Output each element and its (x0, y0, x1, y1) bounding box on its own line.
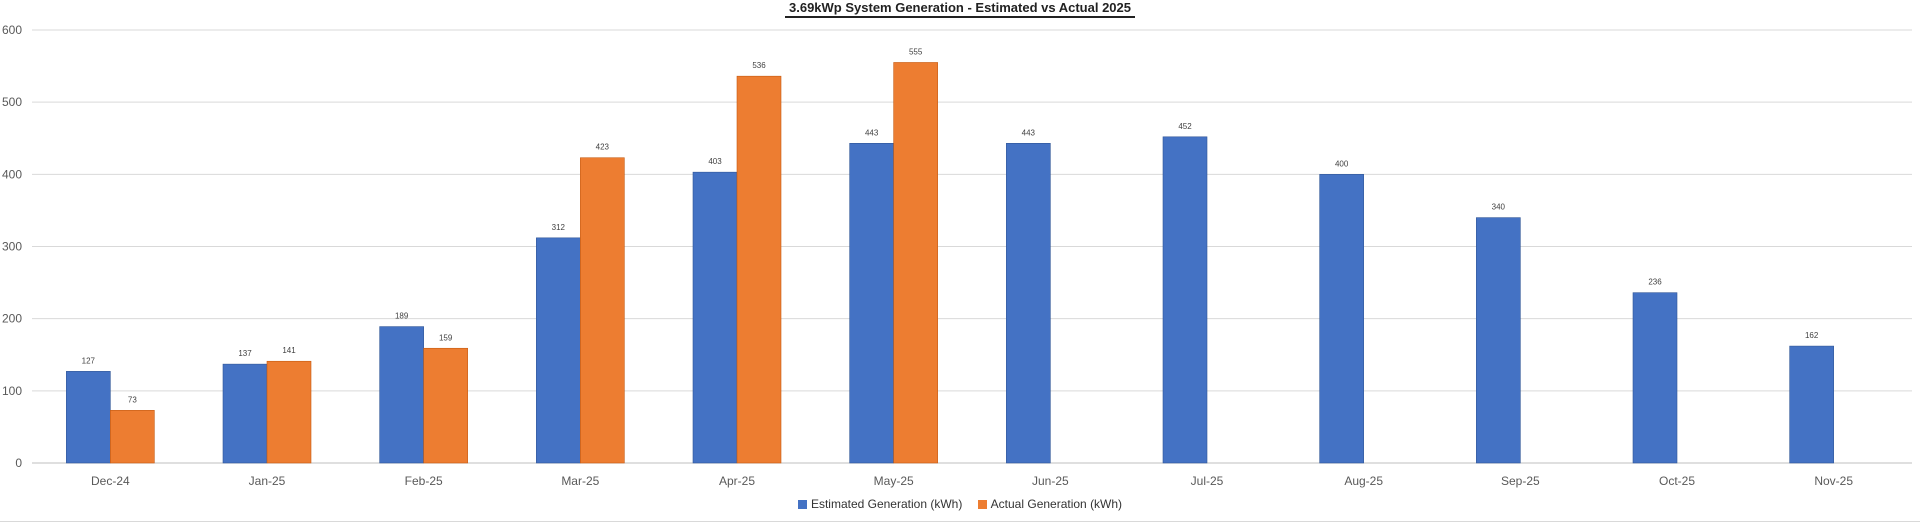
bar-estimated (692, 171, 738, 464)
bottom-rule (0, 521, 1920, 522)
bar-estimated (536, 237, 581, 464)
chart-title-text: 3.69kWp System Generation - Estimated vs… (785, 0, 1135, 18)
data-label-estimated: 403 (708, 157, 722, 166)
bar-actual (110, 410, 155, 464)
data-label-actual: 73 (128, 395, 137, 404)
data-label-estimated: 400 (1335, 159, 1349, 168)
bar-actual (893, 62, 938, 464)
bar-actual (423, 347, 468, 464)
bar-actual (266, 360, 312, 464)
x-tick-label: Nov-25 (1814, 474, 1853, 488)
data-label-estimated: 443 (865, 128, 879, 137)
data-label-estimated: 452 (1178, 122, 1192, 131)
legend-label-estimated: Estimated Generation (kWh) (810, 497, 963, 511)
y-tick-label: 600 (2, 23, 22, 37)
legend-item-estimated: Estimated Generation (kWh) (797, 497, 963, 511)
data-label-estimated: 340 (1492, 203, 1506, 212)
legend-swatch-estimated (797, 500, 807, 509)
y-tick-label: 500 (2, 95, 22, 109)
bar-estimated (1632, 292, 1678, 464)
data-label-estimated: 236 (1648, 278, 1662, 287)
y-tick-label: 300 (2, 240, 22, 254)
legend-swatch-actual (977, 500, 987, 509)
y-tick-label: 200 (2, 312, 22, 326)
bar-estimated (1162, 136, 1208, 464)
data-label-actual: 159 (439, 333, 453, 342)
legend-label-actual: Actual Generation (kWh) (990, 497, 1123, 511)
chart-title: 3.69kWp System Generation - Estimated vs… (0, 0, 1920, 18)
legend: Estimated Generation (kWh) Actual Genera… (0, 497, 1920, 511)
bar-estimated (1006, 143, 1051, 464)
y-tick-label: 100 (2, 384, 22, 398)
x-tick-label: Dec-24 (91, 474, 130, 488)
bar-estimated (222, 363, 268, 464)
data-label-actual: 555 (909, 47, 923, 56)
x-tick-label: Jul-25 (1191, 474, 1224, 488)
bar-estimated (1319, 174, 1364, 464)
data-label-estimated: 312 (552, 223, 566, 232)
data-label-actual: 141 (282, 346, 296, 355)
data-label-estimated: 127 (82, 356, 96, 365)
bar-estimated (1476, 217, 1521, 464)
y-tick-label: 400 (2, 167, 22, 181)
bar-estimated (379, 326, 424, 464)
data-label-estimated: 189 (395, 312, 409, 321)
x-tick-label: Feb-25 (405, 474, 443, 488)
x-tick-label: Oct-25 (1659, 474, 1695, 488)
data-label-actual: 423 (596, 143, 610, 152)
bar-actual (580, 157, 625, 464)
data-label-estimated: 443 (1022, 128, 1036, 137)
x-tick-label: May-25 (874, 474, 914, 488)
y-tick-label: 0 (15, 456, 22, 470)
x-tick-label: Aug-25 (1344, 474, 1383, 488)
x-tick-label: Sep-25 (1501, 474, 1540, 488)
x-tick-label: Jun-25 (1032, 474, 1069, 488)
x-tick-label: Jan-25 (249, 474, 286, 488)
data-label-actual: 536 (752, 61, 766, 70)
x-tick-label: Mar-25 (561, 474, 599, 488)
bar-estimated (66, 371, 111, 464)
legend-item-actual: Actual Generation (kWh) (977, 497, 1123, 511)
x-tick-label: Apr-25 (719, 474, 755, 488)
data-label-estimated: 137 (238, 349, 252, 358)
bar-estimated (1789, 345, 1834, 464)
data-label-estimated: 162 (1805, 331, 1819, 340)
bar-actual (736, 75, 782, 464)
bar-estimated (849, 143, 894, 464)
